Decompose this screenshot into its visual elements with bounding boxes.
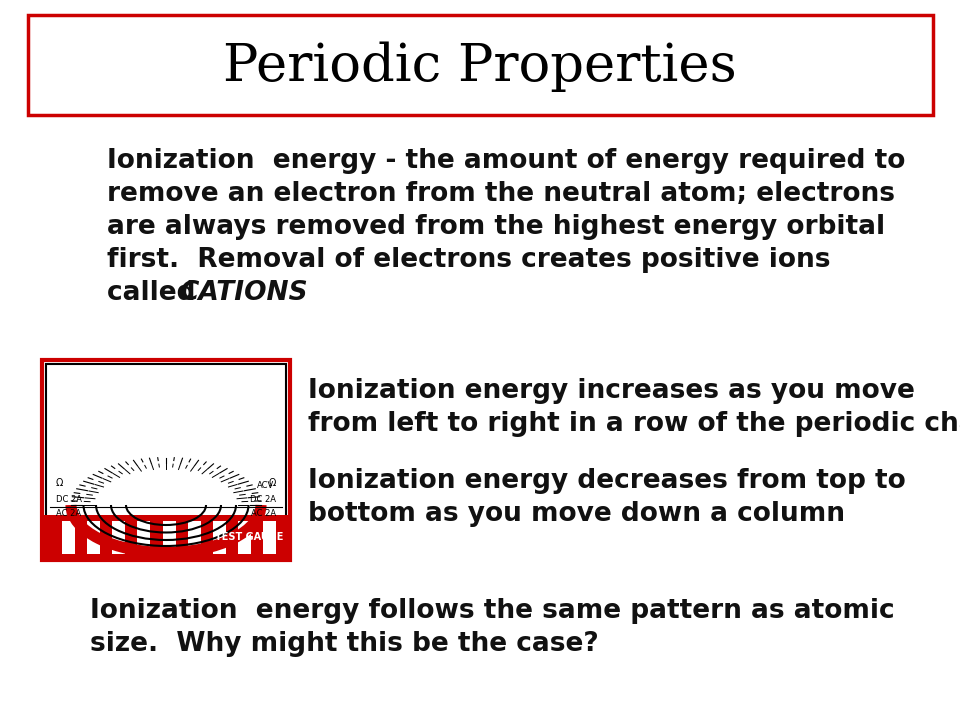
Text: Ionization  energy - the amount of energy required to: Ionization energy - the amount of energy… xyxy=(107,148,905,174)
Text: size.  Why might this be the case?: size. Why might this be the case? xyxy=(90,631,599,657)
Text: Periodic Properties: Periodic Properties xyxy=(223,42,737,92)
Text: Ionization  energy follows the same pattern as atomic: Ionization energy follows the same patte… xyxy=(90,598,895,624)
Text: remove an electron from the neutral atom; electrons: remove an electron from the neutral atom… xyxy=(107,181,895,207)
Bar xyxy=(87,521,100,554)
Text: first.  Removal of electrons creates positive ions: first. Removal of electrons creates posi… xyxy=(107,247,830,273)
Text: Ionization energy increases as you move: Ionization energy increases as you move xyxy=(308,378,915,404)
Text: TEST GAUGE: TEST GAUGE xyxy=(215,533,283,542)
Text: called: called xyxy=(107,280,204,306)
Text: are always removed from the highest energy orbital: are always removed from the highest ener… xyxy=(107,214,885,240)
Bar xyxy=(62,521,75,554)
Bar xyxy=(238,521,251,554)
Bar xyxy=(187,521,201,554)
Bar xyxy=(213,521,226,554)
Bar xyxy=(137,521,151,554)
Bar xyxy=(46,364,286,556)
Bar xyxy=(162,521,176,554)
Text: DC 2A: DC 2A xyxy=(250,495,276,505)
Text: DC 2A: DC 2A xyxy=(56,495,82,505)
Text: bottom as you move down a column: bottom as you move down a column xyxy=(308,501,845,527)
Text: from left to right in a row of the periodic chart: from left to right in a row of the perio… xyxy=(308,411,960,437)
Bar xyxy=(263,521,276,554)
Text: AC 2A: AC 2A xyxy=(56,508,82,518)
Text: Ionization energy decreases from top to: Ionization energy decreases from top to xyxy=(308,468,905,494)
Bar xyxy=(112,521,126,554)
Text: CATIONS: CATIONS xyxy=(179,280,307,306)
Bar xyxy=(42,515,290,560)
Text: AC 2A: AC 2A xyxy=(251,508,276,518)
Bar xyxy=(28,15,933,115)
Text: Ω: Ω xyxy=(56,478,63,488)
Bar xyxy=(42,360,290,560)
Text: ACV: ACV xyxy=(256,480,274,490)
Text: Ω: Ω xyxy=(269,478,276,488)
